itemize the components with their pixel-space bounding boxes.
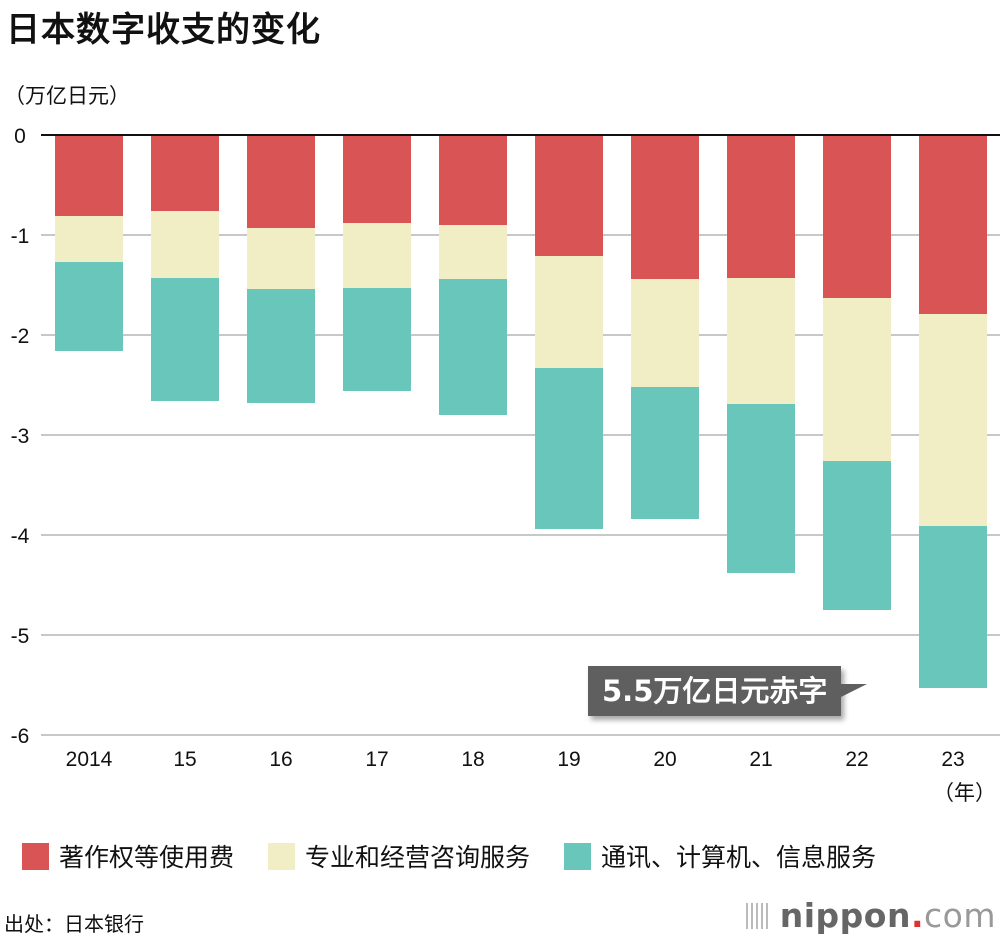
logo-mark-icon (745, 902, 770, 929)
bar-segment (439, 135, 507, 225)
bar-segment (823, 461, 891, 610)
bar-segment (151, 211, 219, 278)
y-tick-label: -5 (11, 625, 30, 648)
source-note: 出处：日本银行 (4, 912, 144, 936)
x-tick-label: 16 (269, 748, 292, 771)
nippon-logo: nippon. com (745, 896, 996, 935)
legend-swatch (22, 842, 49, 870)
legend-swatch (268, 842, 296, 870)
bar-segment (535, 256, 603, 368)
bar-segment (919, 135, 987, 314)
y-tick-label: 0 (14, 125, 26, 148)
bar-segment (727, 404, 795, 573)
bar-segment (247, 289, 315, 403)
logo-name: nippon (779, 896, 911, 935)
chart-title: 日本数字收支的变化 (6, 10, 321, 50)
bar-segment (55, 216, 123, 262)
x-tick-label: 18 (461, 748, 484, 771)
bar-segment (55, 262, 123, 351)
y-tick-label: -2 (11, 325, 30, 348)
bar-segment (439, 279, 507, 415)
bar-segment (343, 288, 411, 391)
legend-item-it-services: 通讯、计算机、信息服务 (564, 838, 876, 874)
x-tick-label: 21 (749, 748, 772, 771)
legend-swatch (564, 842, 592, 870)
y-tick-label: -3 (11, 425, 30, 448)
x-tick-label: 2014 (66, 748, 113, 771)
bar-segment (631, 387, 699, 519)
x-axis-unit-label: （年） (933, 781, 996, 805)
legend: 著作权等使用费 专业和经营咨询服务 通讯、计算机、信息服务 (22, 838, 910, 874)
bar-segment (151, 135, 219, 211)
bar-segment (919, 314, 987, 526)
bar-segment (535, 368, 603, 529)
legend-item-royalties: 著作权等使用费 (22, 838, 234, 874)
bar-segment (727, 278, 795, 404)
bar-segment (631, 135, 699, 279)
x-tick-label: 15 (173, 748, 196, 771)
bar-segment (823, 298, 891, 461)
bar-segment (919, 526, 987, 688)
bar-segment (247, 228, 315, 289)
x-tick-label: 20 (653, 748, 676, 771)
bar-segment (247, 135, 315, 228)
bar-segment (343, 223, 411, 288)
x-tick-label: 23 (941, 748, 964, 771)
x-tick-label: 19 (557, 748, 580, 771)
legend-item-consulting: 专业和经营咨询服务 (268, 838, 530, 874)
y-axis-label: （万亿日元） (4, 84, 130, 108)
legend-label: 通讯、计算机、信息服务 (601, 843, 877, 872)
bar-segment (631, 279, 699, 387)
bar-segment (55, 135, 123, 216)
y-tick-label: -4 (11, 525, 30, 548)
x-tick-label: 22 (845, 748, 868, 771)
logo-tld: com (924, 896, 996, 935)
deficit-annotation: 5.5万亿日元赤字 (588, 666, 868, 716)
legend-label: 著作权等使用费 (59, 843, 235, 872)
logo-dot: . (910, 896, 925, 935)
bar-segment (343, 135, 411, 223)
bar-segment (727, 135, 795, 278)
bar-segment (823, 135, 891, 298)
y-tick-label: -6 (11, 725, 30, 748)
bar-segment (439, 225, 507, 279)
legend-label: 专业和经营咨询服务 (305, 843, 531, 872)
y-tick-label: -1 (11, 225, 30, 248)
bar-segment (151, 278, 219, 401)
bar-segment (535, 135, 603, 256)
x-tick-label: 17 (365, 748, 388, 771)
